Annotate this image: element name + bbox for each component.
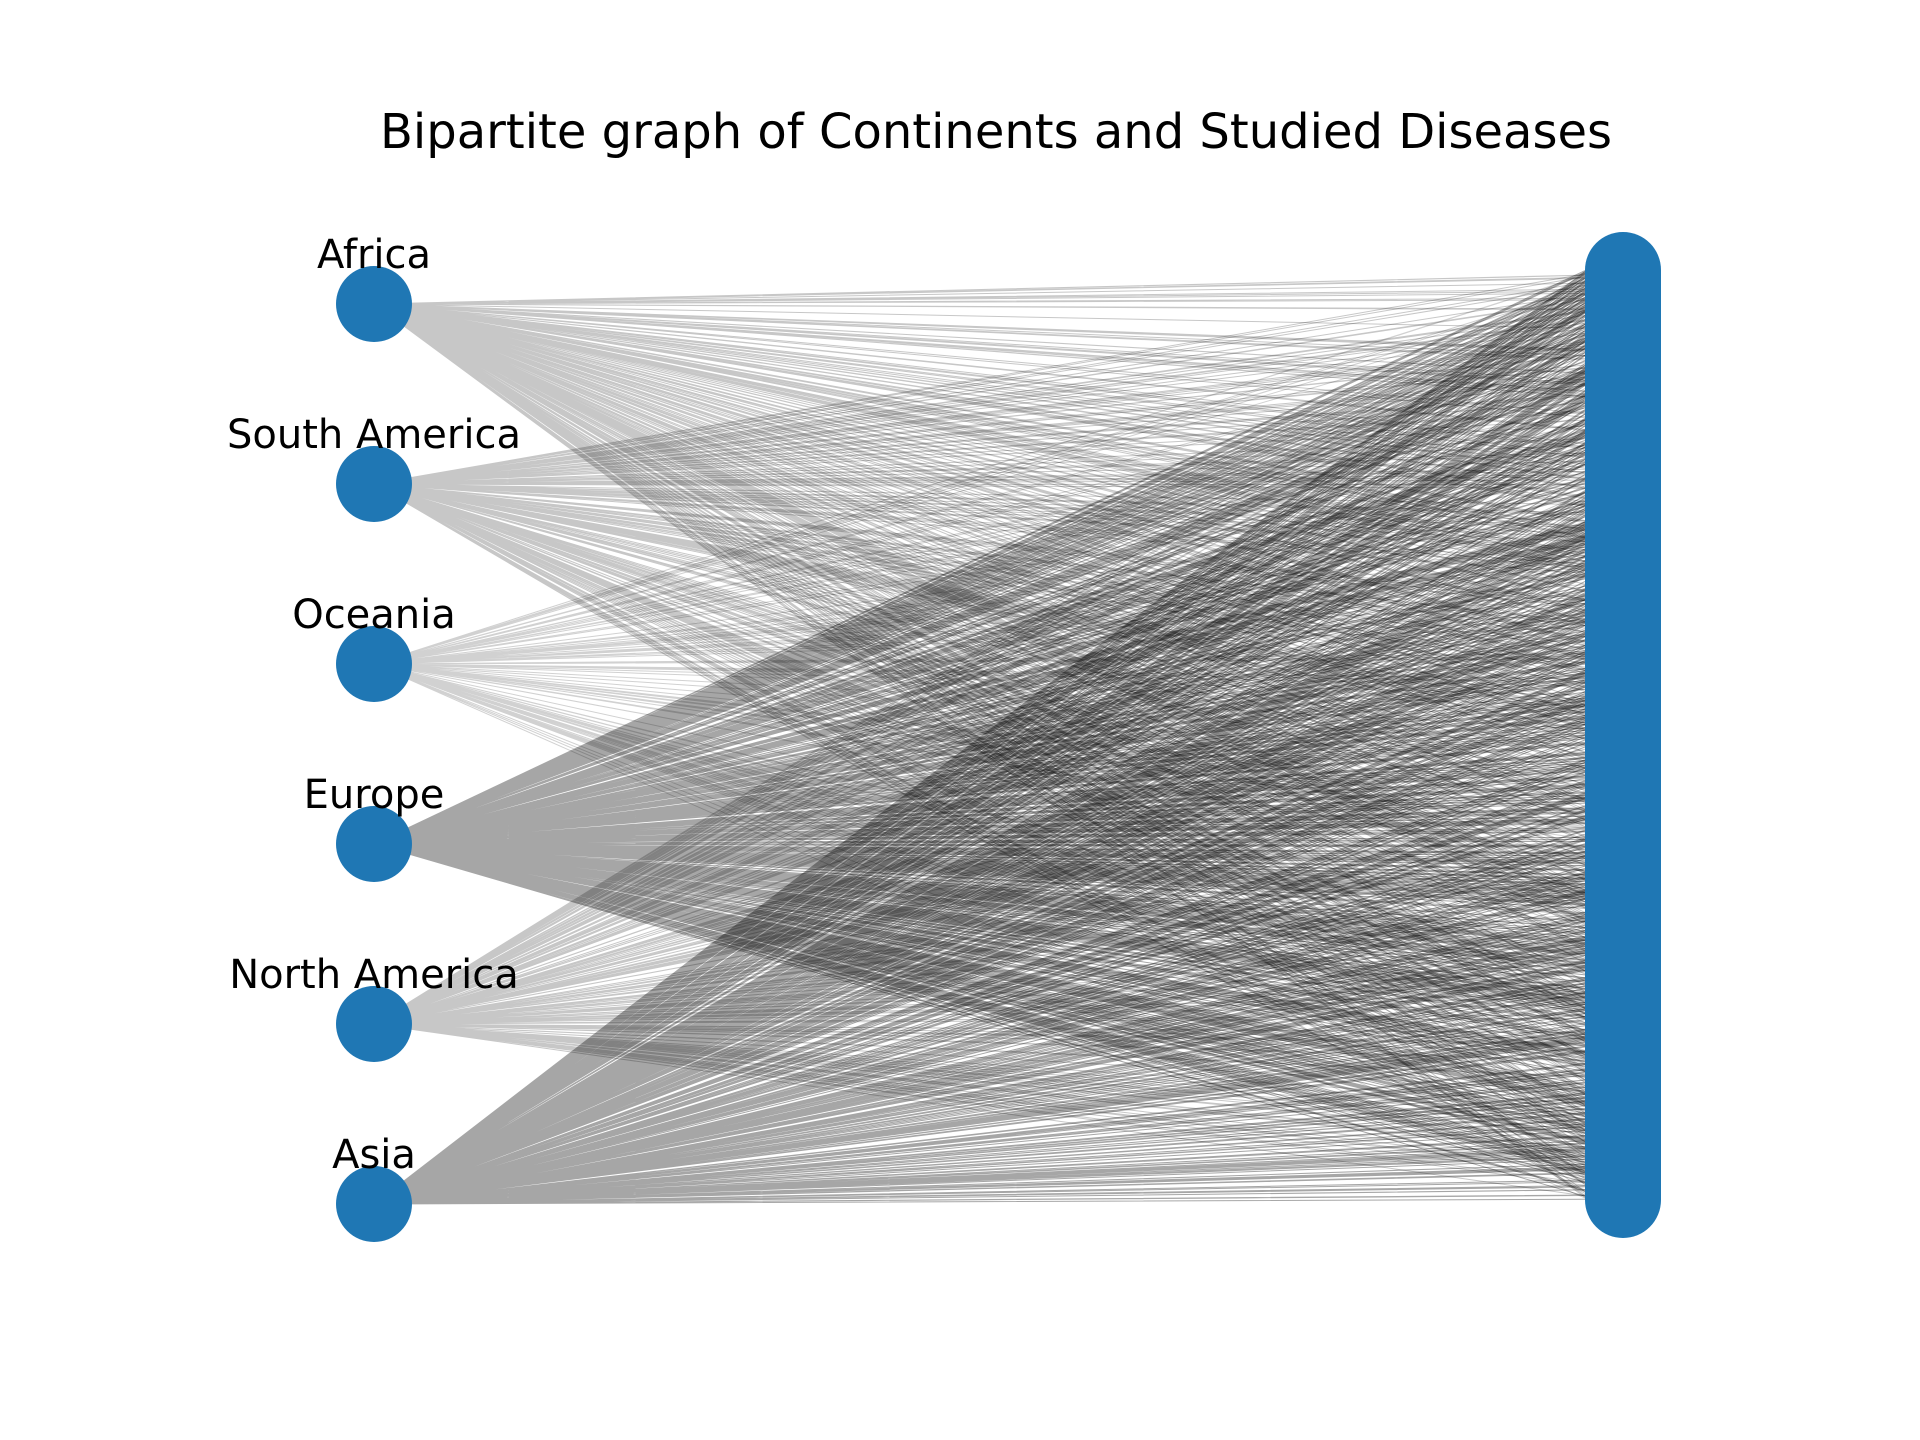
- edge-bundle: [373, 271, 1586, 1205]
- edges-europe: [373, 270, 1586, 1197]
- graph-title: Bipartite graph of Continents and Studie…: [380, 104, 1612, 160]
- continent-node-europe: [336, 806, 412, 882]
- edge-bundle: [373, 274, 1586, 1198]
- edges-south-america: [373, 273, 1586, 1194]
- disease-nodes: [1585, 232, 1661, 1238]
- edges-oceania: [373, 274, 1586, 1199]
- continent-node-africa: [336, 266, 412, 342]
- continent-label-asia: Asia: [332, 1132, 416, 1178]
- continent-node-oceania: [336, 626, 412, 702]
- continent-label-europe: Europe: [304, 772, 445, 818]
- edges-north-america: [373, 272, 1586, 1197]
- edges-asia: [373, 271, 1586, 1205]
- continent-node-north-america: [336, 986, 412, 1062]
- edge-bundle: [373, 270, 1586, 1197]
- continent-label-oceania: Oceania: [292, 592, 456, 638]
- edge-bundle: [373, 273, 1586, 1194]
- continent-label-south-america: South America: [227, 412, 521, 458]
- edge-bundle: [373, 274, 1586, 1199]
- continent-nodes-layer: [336, 266, 412, 1242]
- continent-label-africa: Africa: [317, 232, 431, 278]
- edge-bundle: [373, 272, 1586, 1197]
- continent-node-south-america: [336, 446, 412, 522]
- edges-layer: [373, 270, 1586, 1205]
- disease-nodes-layer: [1585, 232, 1661, 1238]
- edges-africa: [373, 274, 1586, 1198]
- continent-labels-layer: Africa South America Oceania Europe North Am…: [227, 232, 521, 1178]
- continent-label-north-america: North America: [229, 952, 519, 998]
- continent-node-asia: [336, 1166, 412, 1242]
